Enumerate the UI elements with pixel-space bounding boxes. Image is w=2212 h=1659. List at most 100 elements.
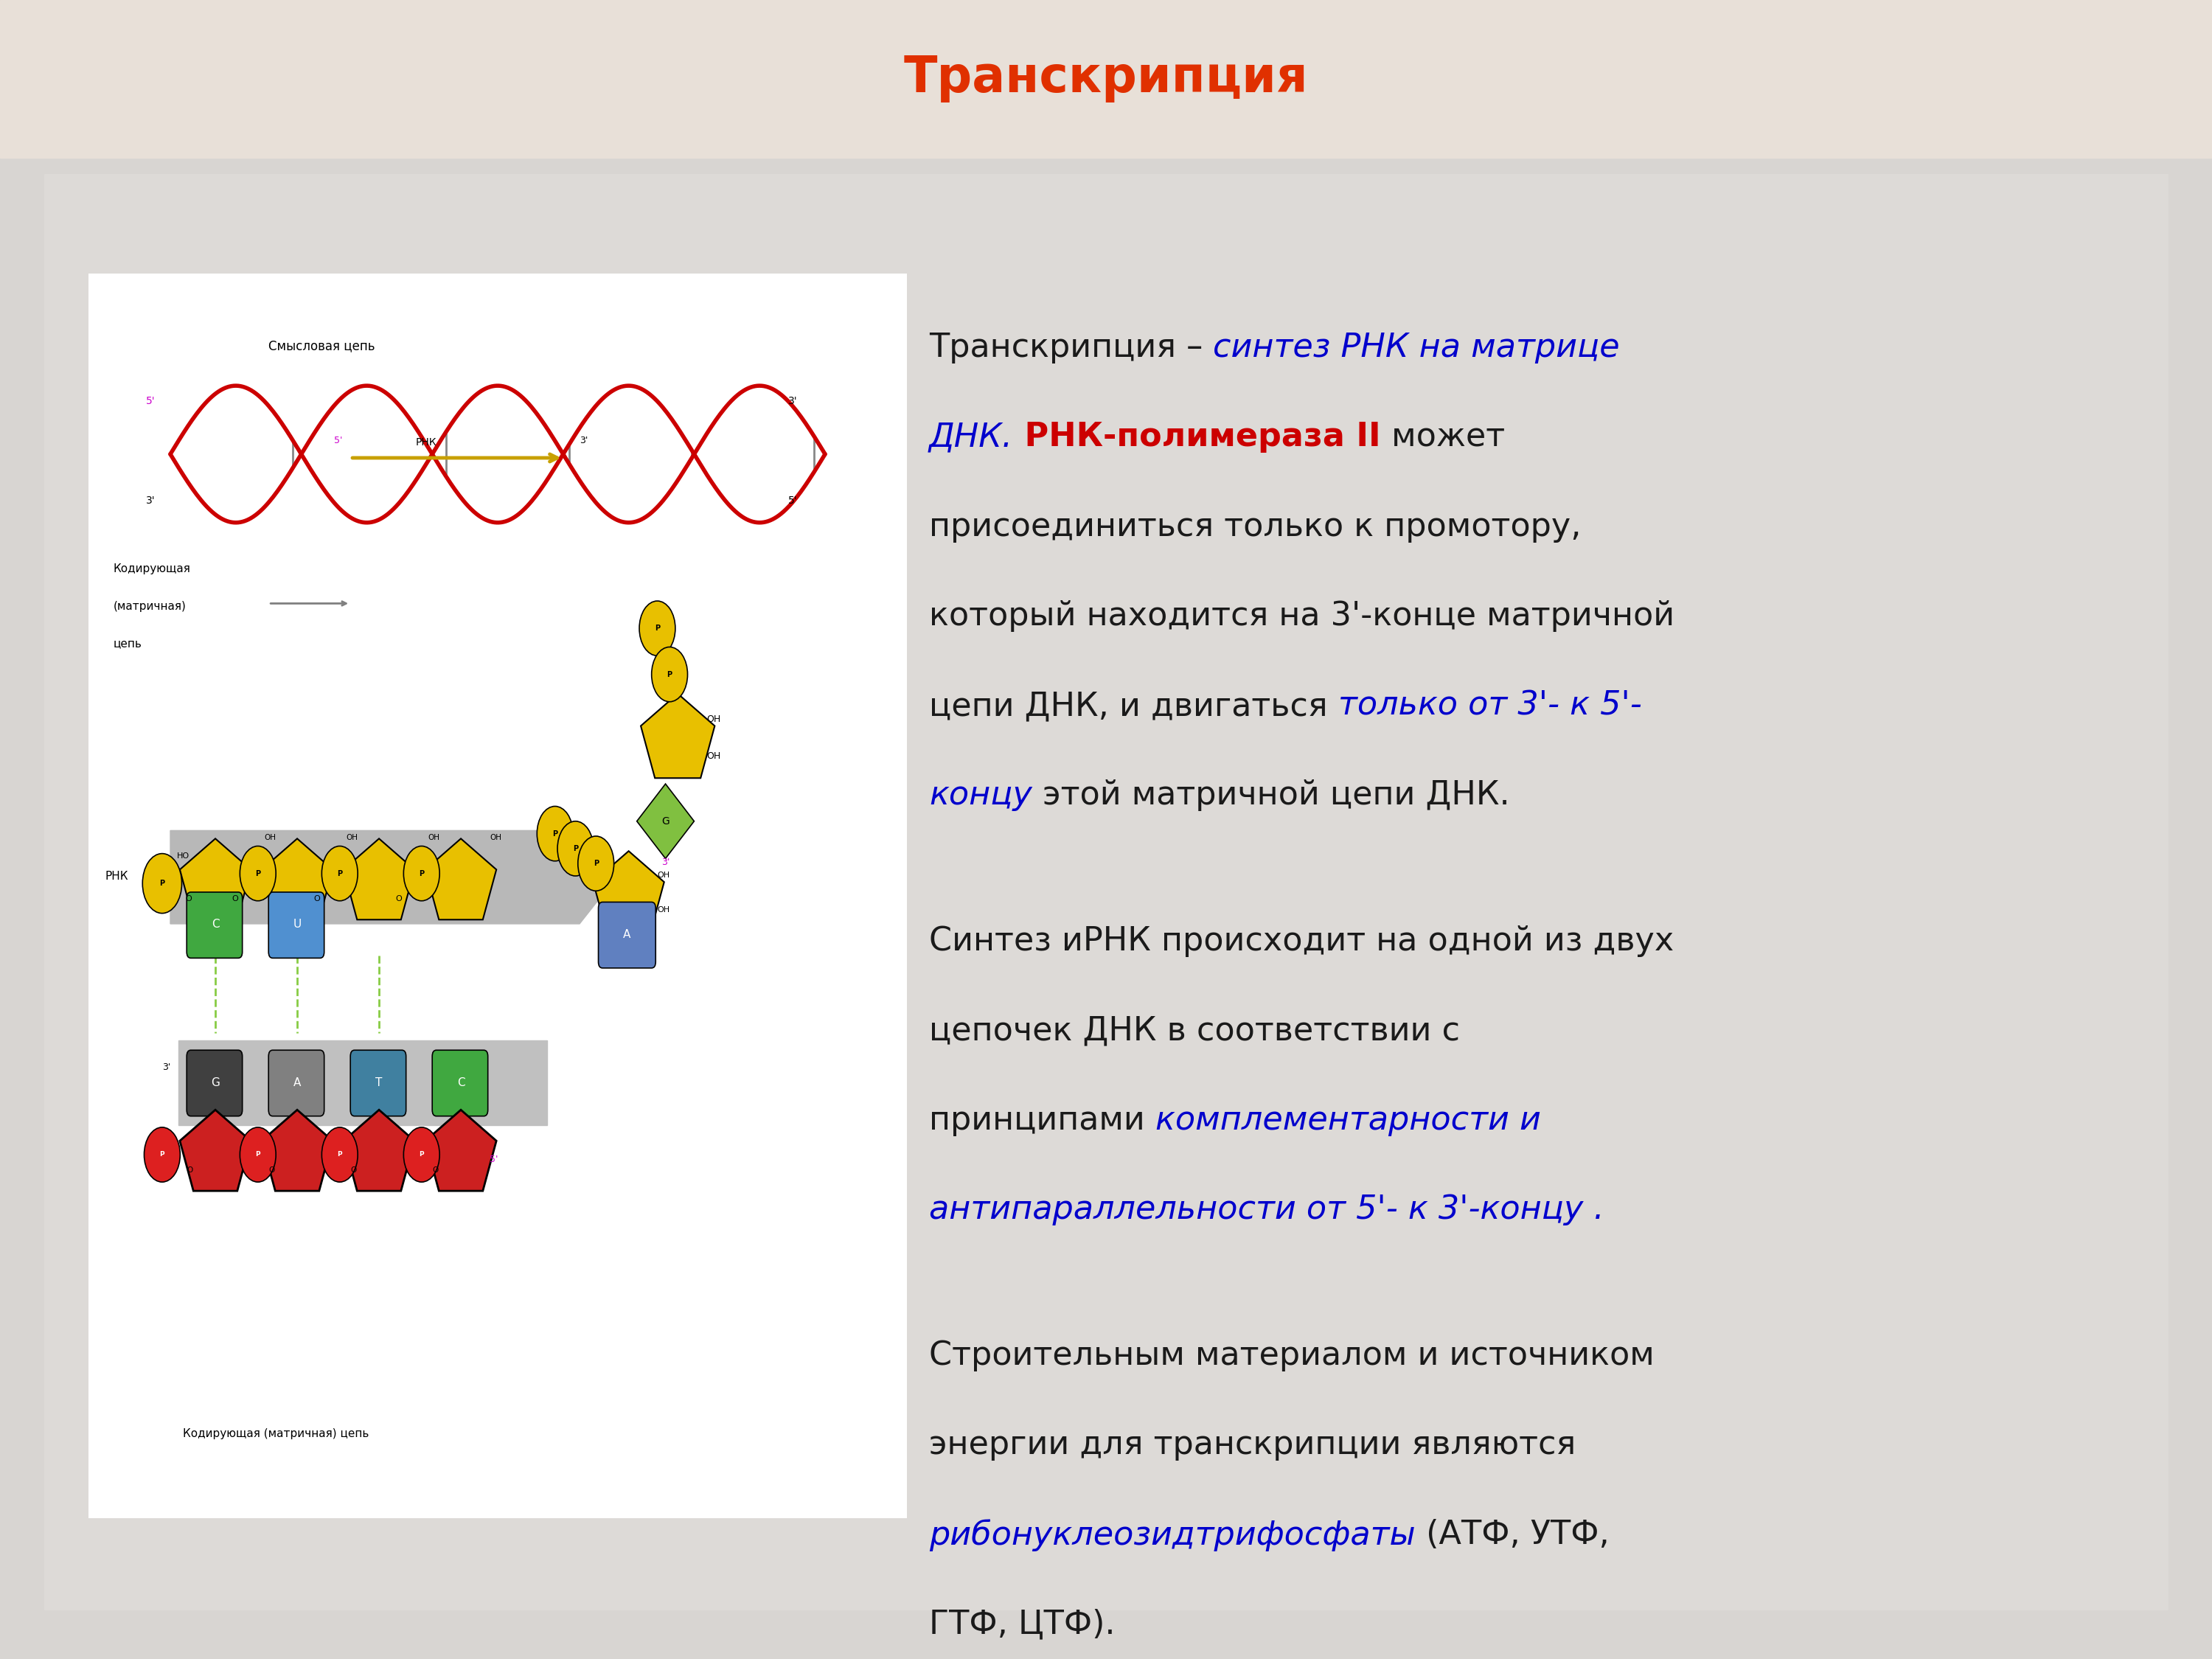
Circle shape (653, 647, 688, 702)
Text: Кодирующая: Кодирующая (113, 564, 190, 574)
Text: G: G (210, 1077, 219, 1088)
Polygon shape (179, 838, 250, 919)
Text: Транскрипция –: Транскрипция – (929, 332, 1212, 363)
Polygon shape (593, 851, 664, 932)
Text: цепь: цепь (113, 639, 142, 649)
Polygon shape (637, 783, 695, 859)
Circle shape (538, 806, 573, 861)
Text: (АТФ, УТФ,: (АТФ, УТФ, (1416, 1518, 1608, 1551)
FancyBboxPatch shape (80, 260, 916, 1530)
Polygon shape (261, 838, 332, 919)
Polygon shape (425, 1110, 495, 1191)
Text: 5': 5' (787, 496, 799, 506)
Polygon shape (261, 1110, 332, 1191)
Circle shape (639, 601, 675, 655)
Text: O: O (349, 1166, 356, 1173)
Text: O: O (232, 894, 239, 902)
Text: который находится на 3'-конце матричной: который находится на 3'-конце матричной (929, 601, 1674, 632)
FancyBboxPatch shape (349, 1050, 407, 1117)
Text: энергии для транскрипции являются: энергии для транскрипции являются (929, 1428, 1575, 1462)
Text: O: O (396, 894, 403, 902)
Text: цепи ДНК, и двигаться: цепи ДНК, и двигаться (929, 690, 1338, 722)
Text: РНК-полимераза II: РНК-полимераза II (1013, 421, 1380, 453)
Text: P: P (159, 879, 164, 888)
Text: G: G (661, 816, 670, 826)
Text: комплементарности и: комплементарности и (1155, 1105, 1542, 1136)
FancyArrow shape (170, 831, 617, 924)
Text: 5': 5' (146, 397, 155, 406)
Text: антипараллельности от 5'- к 3'-концу .: антипараллельности от 5'- к 3'-концу . (929, 1194, 1604, 1226)
Circle shape (321, 846, 358, 901)
Text: P: P (553, 830, 557, 838)
Circle shape (577, 836, 615, 891)
Text: OH: OH (706, 715, 721, 723)
FancyBboxPatch shape (599, 902, 655, 967)
Text: синтез РНК на матрице: синтез РНК на матрице (1212, 332, 1619, 363)
Text: концу: концу (929, 780, 1033, 811)
Text: цепочек ДНК в соответствии с: цепочек ДНК в соответствии с (929, 1015, 1460, 1047)
Text: рибонуклеозидтрифосфаты: рибонуклеозидтрифосфаты (929, 1518, 1416, 1551)
Text: Смысловая цепь: Смысловая цепь (268, 340, 376, 352)
Text: OH: OH (347, 834, 358, 841)
Text: Транскрипция: Транскрипция (905, 53, 1307, 103)
Text: P: P (418, 1151, 425, 1158)
Circle shape (144, 1128, 179, 1181)
FancyBboxPatch shape (268, 893, 325, 957)
Circle shape (239, 846, 276, 901)
Circle shape (142, 853, 181, 912)
Text: O: O (268, 1166, 274, 1173)
Text: P: P (573, 844, 577, 853)
Text: РНК: РНК (104, 871, 128, 883)
Text: T: T (376, 1077, 383, 1088)
Text: O: O (314, 894, 321, 902)
Bar (44, 174, 2168, 1609)
Text: Кодирующая (матричная) цепь: Кодирующая (матричная) цепь (184, 1428, 369, 1440)
Text: P: P (655, 625, 659, 632)
Text: 3': 3' (146, 496, 155, 506)
Text: P: P (254, 1151, 261, 1158)
Polygon shape (343, 1110, 414, 1191)
Text: 3': 3' (580, 436, 588, 445)
Text: 3': 3' (161, 1063, 170, 1072)
Text: OH: OH (657, 906, 670, 914)
Circle shape (557, 821, 593, 876)
FancyBboxPatch shape (431, 1050, 489, 1117)
Text: 5': 5' (489, 1155, 498, 1165)
Text: OH: OH (429, 834, 440, 841)
Circle shape (403, 846, 440, 901)
Polygon shape (179, 1110, 250, 1191)
Text: 3': 3' (787, 397, 799, 406)
Text: P: P (159, 1151, 164, 1158)
Polygon shape (343, 838, 414, 919)
Circle shape (403, 1128, 440, 1181)
Text: 3': 3' (661, 858, 670, 868)
Text: O: O (186, 894, 192, 902)
Polygon shape (641, 693, 714, 778)
Text: C: C (212, 919, 219, 931)
Text: OH: OH (265, 834, 276, 841)
Text: P: P (668, 670, 672, 679)
Text: A: A (624, 929, 630, 941)
Text: A: A (294, 1077, 301, 1088)
Text: только от 3'- к 5'-: только от 3'- к 5'- (1338, 690, 1641, 722)
Text: может: может (1380, 421, 1504, 453)
Text: P: P (336, 869, 343, 878)
Text: P: P (418, 869, 425, 878)
Text: P: P (593, 859, 599, 868)
Text: присоединиться только к промотору,: присоединиться только к промотору, (929, 511, 1582, 542)
Text: OH: OH (706, 752, 721, 761)
FancyBboxPatch shape (186, 893, 243, 957)
Text: РНК: РНК (416, 438, 436, 448)
Circle shape (321, 1128, 358, 1181)
Text: принципами: принципами (929, 1105, 1155, 1136)
FancyArrow shape (179, 1040, 546, 1125)
Text: ГТФ, ЦТФ).: ГТФ, ЦТФ). (929, 1608, 1115, 1641)
Text: P: P (336, 1151, 343, 1158)
Text: Строительным материалом и источником: Строительным материалом и источником (929, 1339, 1655, 1372)
Text: Синтез иРНК происходит на одной из двух: Синтез иРНК происходит на одной из двух (929, 926, 1674, 957)
Text: P: P (254, 869, 261, 878)
Bar (0, 0, 2212, 158)
Text: U: U (292, 919, 301, 931)
Text: O: O (431, 1166, 438, 1173)
FancyBboxPatch shape (186, 1050, 243, 1117)
